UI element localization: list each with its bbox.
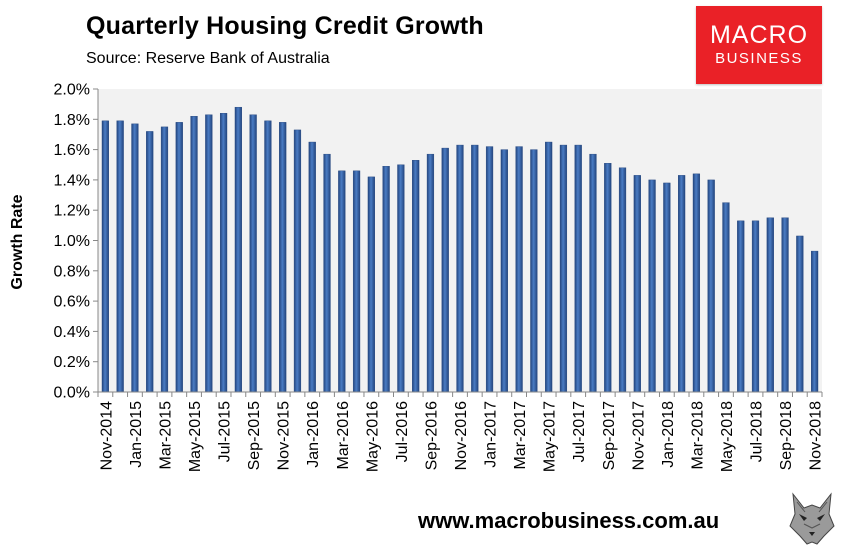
bar-aug-2015 [234, 106, 242, 393]
bar-nov-2018 [811, 250, 819, 393]
y-tick-label: 0.4% [54, 324, 90, 341]
x-tick-label: Sep-2018 [778, 401, 795, 470]
y-axis: 0.0% 0.2% 0.4% 0.6% 0.8% 1.0% 1.2% 1.4% 1.6% 1.8%… [54, 82, 99, 402]
bar-mar-2017 [515, 146, 523, 393]
x-tick-label: Mar-2017 [512, 401, 529, 470]
y-tick-label: 1.6% [54, 142, 90, 159]
y-tick-label: 2.0% [54, 82, 90, 99]
bar-mar-2015 [160, 126, 169, 393]
x-tick-label: Mar-2018 [689, 401, 706, 470]
bar-jul-2015 [219, 113, 228, 393]
bar-oct-2018 [796, 235, 804, 393]
bar-may-2017 [545, 141, 553, 393]
x-tick-label: Sep-2015 [246, 401, 263, 470]
bar-feb-2016 [323, 153, 331, 393]
x-tick-label: Sep-2017 [601, 401, 618, 470]
x-tick-label: Nov-2014 [98, 401, 115, 470]
bar-dec-2015 [293, 129, 302, 393]
y-tick-label: 0.6% [54, 294, 90, 311]
bar-mar-2016 [338, 170, 346, 393]
x-tick-label: May-2015 [187, 401, 204, 472]
bar-feb-2015 [146, 131, 154, 393]
x-tick-label: Nov-2018 [808, 401, 825, 470]
bar-dec-2017 [648, 179, 656, 393]
x-tick-label: Nov-2017 [630, 401, 647, 470]
x-tick-label: Sep-2016 [423, 401, 440, 470]
bar-aug-2017 [589, 153, 597, 393]
bar-feb-2017 [500, 149, 508, 393]
y-tick-label: 1.0% [54, 233, 90, 250]
y-tick-label: 1.8% [54, 112, 90, 129]
wolf-logo-icon [787, 492, 837, 546]
x-tick-label: Nov-2015 [276, 401, 293, 470]
bar-mar-2018 [692, 173, 701, 393]
bar-may-2018 [722, 202, 730, 393]
bar-aug-2016 [412, 159, 420, 393]
bar-series [101, 106, 819, 393]
x-tick-label: Mar-2016 [335, 401, 352, 470]
y-tick-label: 1.2% [54, 203, 90, 220]
bar-may-2015 [190, 116, 198, 393]
x-tick-label: Jul-2015 [217, 401, 234, 462]
bar-sep-2017 [604, 163, 612, 393]
y-tick-label: 0.2% [54, 354, 90, 371]
bar-jun-2016 [382, 166, 390, 393]
bar-nov-2015 [279, 122, 287, 393]
bar-apr-2016 [352, 170, 361, 393]
x-tick-label: Jul-2016 [394, 401, 411, 462]
bar-jun-2015 [205, 114, 213, 393]
x-tick-label: Jul-2017 [571, 401, 588, 462]
bar-jan-2018 [663, 182, 671, 393]
bar-jul-2017 [574, 144, 582, 393]
bar-jan-2015 [131, 123, 139, 393]
bar-feb-2018 [678, 175, 686, 393]
bar-oct-2017 [618, 167, 627, 393]
x-tick-label: May-2016 [364, 401, 381, 472]
bar-oct-2015 [264, 120, 272, 393]
bar-aug-2018 [766, 217, 774, 393]
bar-dec-2016 [471, 144, 479, 393]
bar-oct-2016 [441, 147, 449, 393]
bar-jul-2018 [751, 220, 760, 393]
x-tick-label: May-2018 [719, 401, 736, 472]
y-tick-label: 0.8% [54, 263, 90, 280]
bar-jun-2018 [737, 220, 745, 393]
x-tick-label: Jan-2015 [128, 401, 145, 468]
bar-chart: 0.0% 0.2% 0.4% 0.6% 0.8% 1.0% 1.2% 1.4% 1.6% 1.8%… [54, 82, 825, 473]
footer-url: www.macrobusiness.com.au [418, 508, 720, 533]
y-tick-label: 0.0% [54, 385, 90, 402]
bar-may-2016 [367, 176, 375, 393]
x-tick-label: Jan-2017 [483, 401, 500, 468]
x-tick-label: Jan-2016 [305, 401, 322, 468]
bar-apr-2017 [530, 149, 538, 393]
bar-sep-2018 [781, 217, 789, 393]
bar-nov-2014 [101, 120, 109, 393]
chart-subtitle: Source: Reserve Bank of Australia [86, 50, 330, 67]
macrobusiness-logo: MACRO BUSINESS [696, 6, 822, 84]
bar-sep-2016 [426, 153, 435, 393]
bar-jun-2017 [559, 144, 568, 393]
bar-jul-2016 [397, 164, 405, 393]
x-tick-label: Nov-2016 [453, 401, 470, 470]
x-tick-label: Jul-2018 [749, 401, 766, 462]
y-tick-label: 1.4% [54, 172, 90, 189]
x-tick-label: Mar-2015 [157, 401, 174, 470]
x-tick-label: Jan-2018 [660, 401, 677, 468]
bar-nov-2016 [456, 144, 464, 393]
bar-apr-2015 [175, 122, 183, 393]
bar-jan-2016 [308, 141, 316, 393]
x-tick-label: May-2017 [542, 401, 559, 472]
bar-jan-2017 [485, 146, 494, 393]
chart-title: Quarterly Housing Credit Growth [86, 12, 484, 40]
logo-line-2: BUSINESS [715, 50, 803, 67]
bar-sep-2015 [249, 114, 257, 393]
bar-nov-2017 [633, 175, 641, 393]
x-axis: Nov-2014 Jan-2015 Mar-2015 May-2015 Jul-2015… [97, 391, 825, 472]
logo-line-1: MACRO [709, 21, 809, 49]
bar-dec-2014 [116, 120, 124, 393]
bar-apr-2018 [707, 179, 715, 393]
